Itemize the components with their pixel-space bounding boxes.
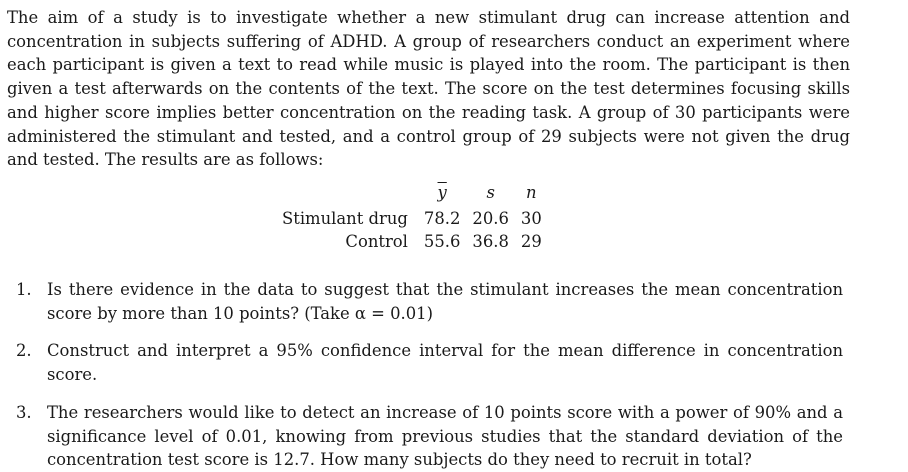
stimulant-n: 30 <box>520 208 542 228</box>
question-text: Construct and interpret a 95% confidence… <box>47 341 843 385</box>
document-page: The aim of a study is to investigate whe… <box>7 6 850 172</box>
question-text: The researchers would like to detect an … <box>47 402 843 470</box>
header-sample-size: n <box>526 183 537 202</box>
question-item: 3. The researchers would like to detect … <box>16 401 843 472</box>
question-number: 1. <box>16 280 32 299</box>
question-item: 2. Construct and interpret a 95% confide… <box>16 339 843 386</box>
stimulant-sd: 20.6 <box>472 208 509 228</box>
question-number: 2. <box>16 341 32 361</box>
header-sample-mean: y <box>437 183 447 202</box>
table-row: Control 55.6 36.8 29 <box>276 230 548 254</box>
question-item: 1. Is there evidence in the data to sugg… <box>16 278 843 325</box>
table-row: Stimulant drug 78.2 20.6 30 <box>276 207 548 231</box>
question-list: 1. Is there evidence in the data to sugg… <box>16 278 843 472</box>
table-header-blank <box>276 181 418 207</box>
control-n: 29 <box>520 232 542 251</box>
row-label-control: Control <box>345 232 408 251</box>
table-header-row: y s n <box>276 181 548 207</box>
summary-statistics-table: y s n Stimulant drug 78.2 20.6 30 Contro… <box>276 181 548 254</box>
intro-paragraph: The aim of a study is to investigate whe… <box>7 8 850 170</box>
row-label-stimulant: Stimulant drug <box>282 208 408 228</box>
question-number: 3. <box>16 402 32 422</box>
control-mean: 55.6 <box>423 232 461 251</box>
control-sd: 36.8 <box>472 232 509 251</box>
stimulant-mean: 78.2 <box>423 208 461 228</box>
question-text: Is there evidence in the data to suggest… <box>47 280 843 323</box>
header-sample-sd: s <box>486 183 495 202</box>
